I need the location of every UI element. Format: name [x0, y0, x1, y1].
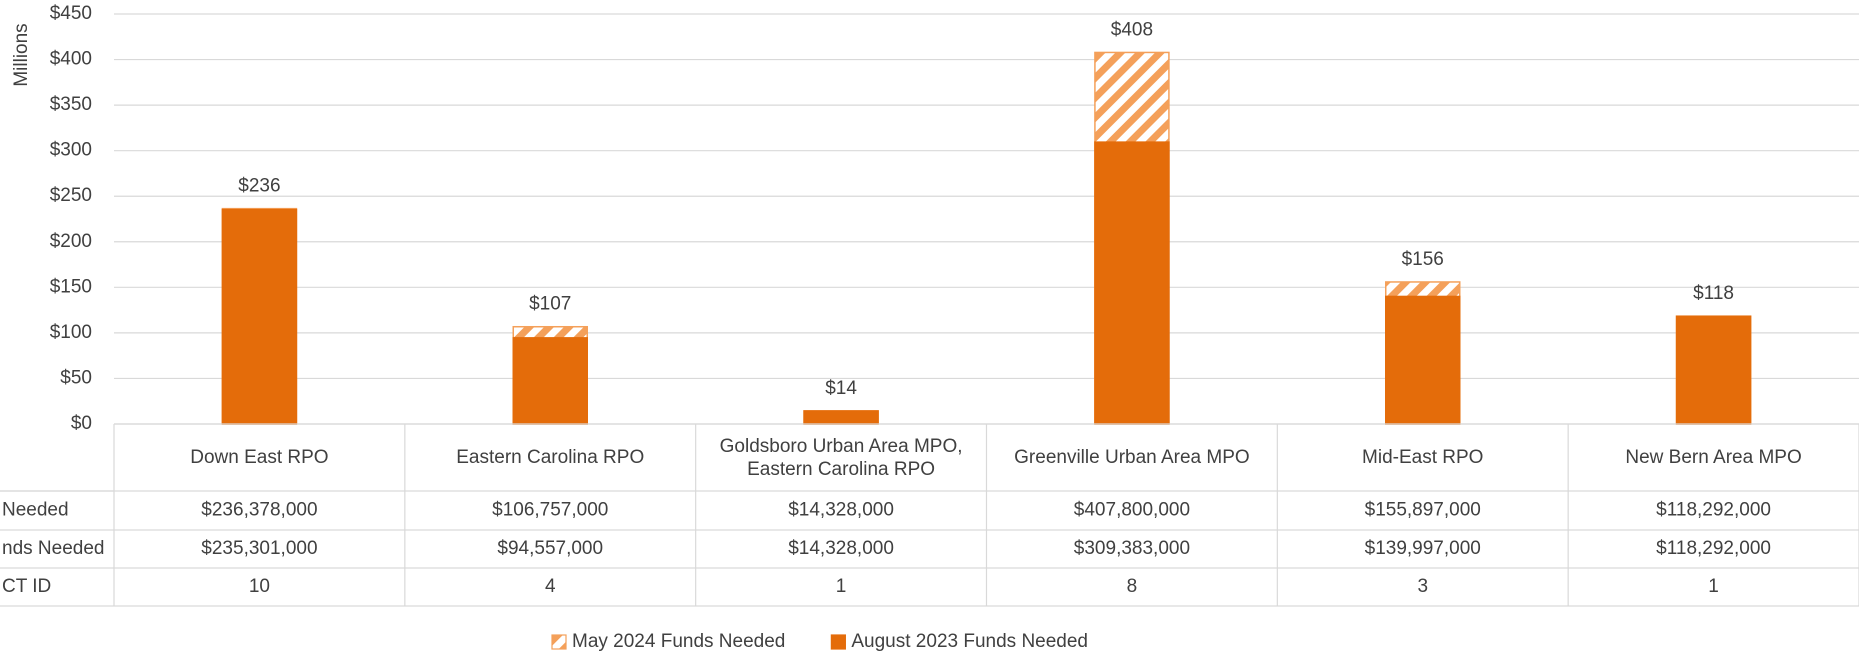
table-cell: $235,301,000 — [201, 538, 317, 559]
table-cell: 4 — [545, 576, 556, 597]
row-label: Needed — [2, 500, 69, 521]
table-cell: $14,328,000 — [788, 538, 894, 559]
table-cell: 8 — [1127, 576, 1138, 597]
y-tick-label: $300 — [50, 140, 92, 161]
data-label: $236 — [238, 176, 280, 197]
bar — [1385, 295, 1461, 425]
table-cell: $118,292,000 — [1656, 500, 1771, 521]
table-cell: $106,757,000 — [492, 500, 608, 521]
x-tick-label: Goldsboro Urban Area MPO, Eastern Caroli… — [719, 435, 963, 480]
data-label: $14 — [825, 378, 857, 399]
x-tick-label: Greenville Urban Area MPO — [1014, 447, 1250, 468]
y-tick-label: $400 — [50, 49, 92, 70]
table-cell: $139,997,000 — [1365, 538, 1481, 559]
bar — [221, 208, 298, 425]
y-tick-label: $450 — [50, 3, 92, 24]
y-tick-label: $250 — [50, 185, 92, 206]
x-tick-label: Down East RPO — [190, 447, 329, 468]
table-cell: 1 — [1708, 576, 1719, 597]
table-cell: 10 — [249, 576, 270, 597]
table-cell: $118,292,000 — [1656, 538, 1771, 559]
legend-swatch — [551, 634, 567, 650]
data-label: $156 — [1402, 249, 1444, 270]
y-tick-label: $200 — [50, 231, 92, 252]
legend-label: August 2023 Funds Needed — [851, 631, 1088, 652]
legend-label: May 2024 Funds Needed — [572, 631, 785, 652]
table-cell: $236,378,000 — [201, 500, 317, 521]
y-tick-label: $350 — [50, 94, 92, 115]
y-tick-label: $150 — [50, 276, 92, 297]
table-cell: $407,800,000 — [1074, 500, 1190, 521]
y-tick-label: $0 — [71, 413, 92, 434]
y-tick-label: $50 — [60, 367, 92, 388]
category-cell: Down East RPO — [190, 447, 329, 468]
x-tick-label: New Bern Area MPO — [1625, 447, 1802, 468]
legend-swatch — [830, 634, 846, 650]
bar — [1675, 315, 1752, 425]
table-cell: 1 — [836, 576, 847, 597]
bar — [1094, 141, 1170, 425]
table-cell: $14,328,000 — [788, 500, 894, 521]
data-label: $107 — [529, 294, 571, 315]
x-tick-label: Eastern Carolina RPO — [456, 447, 645, 468]
data-label: $408 — [1111, 19, 1153, 40]
category-cell: Eastern Carolina RPO — [456, 447, 645, 468]
category-cell: New Bern Area MPO — [1625, 447, 1802, 468]
bar — [803, 410, 879, 425]
table-cell: $155,897,000 — [1365, 500, 1481, 521]
table-cell: 3 — [1417, 576, 1428, 597]
table-cell: $94,557,000 — [497, 538, 603, 559]
y-tick-label: $100 — [50, 322, 92, 343]
category-cell: Mid-East RPO — [1362, 447, 1484, 468]
data-label: $118 — [1693, 283, 1734, 304]
bar — [512, 337, 588, 425]
row-label: nds Needed — [2, 538, 104, 559]
row-label: CT ID — [2, 576, 51, 597]
y-axis-title: Millions — [11, 23, 32, 86]
x-tick-label: Mid-East RPO — [1362, 447, 1484, 468]
category-cell: Greenville Urban Area MPO — [1014, 447, 1250, 468]
table-cell: $309,383,000 — [1074, 538, 1190, 559]
category-cell: Goldsboro Urban Area MPO, Eastern Caroli… — [719, 435, 963, 480]
